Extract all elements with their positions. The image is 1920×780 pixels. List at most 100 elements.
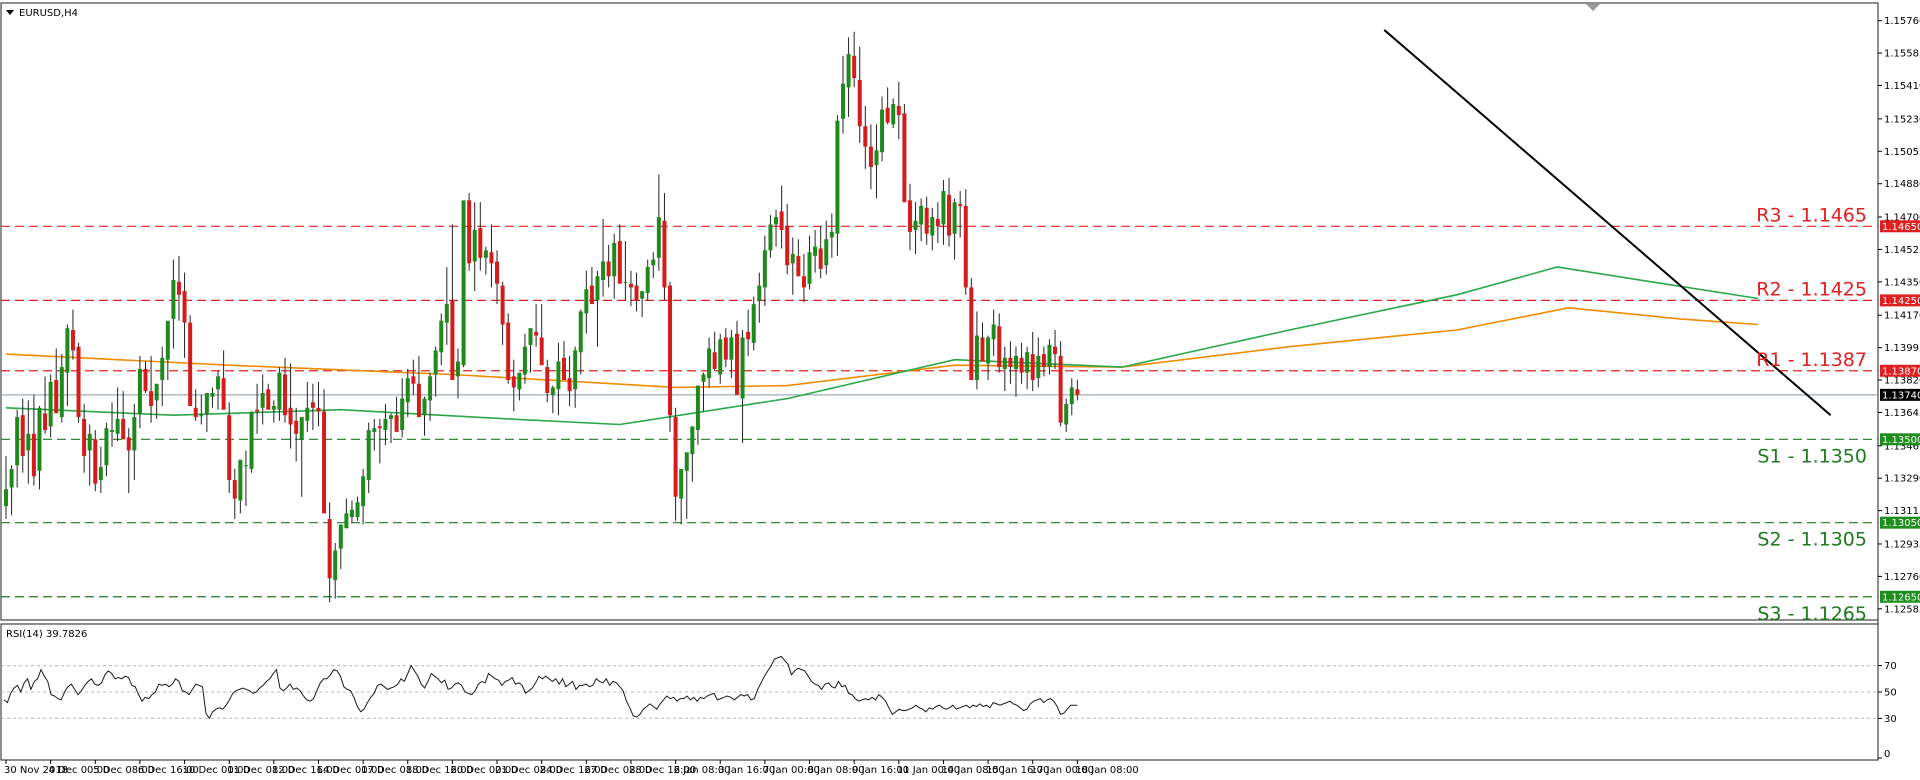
candle (534, 304, 539, 347)
candle (249, 411, 254, 473)
candle-body (1075, 389, 1080, 395)
candle (372, 418, 377, 451)
chart-menu-arrow-icon[interactable] (6, 10, 14, 15)
candle (768, 215, 773, 258)
candle-body (511, 376, 516, 388)
candle (171, 259, 176, 349)
price-tick-label: 1.12585 (1884, 604, 1920, 615)
price-tick-label: 1.13995 (1884, 343, 1920, 354)
candle-body (589, 285, 594, 305)
candle (377, 418, 382, 464)
candle-body (54, 380, 59, 414)
candle (606, 244, 611, 288)
candle (896, 81, 901, 140)
candle (835, 115, 840, 256)
candle (389, 413, 394, 444)
candle-body (1030, 354, 1035, 381)
candle (489, 224, 494, 288)
candle-body (216, 376, 221, 390)
candle (668, 281, 673, 432)
candle-body (701, 374, 706, 382)
candle (707, 337, 712, 388)
candle-body (567, 378, 572, 392)
candle-body (634, 285, 639, 301)
candle (1075, 380, 1080, 401)
time-tick-label: 30 Nov 2018 (4, 765, 68, 776)
price-tick-label: 1.12760 (1884, 572, 1920, 583)
candle (165, 320, 170, 381)
candle-body (824, 239, 829, 266)
candle (589, 267, 594, 305)
candle-body (344, 513, 349, 529)
candle-body (467, 200, 472, 264)
candle-body (969, 287, 974, 381)
candle-body (779, 211, 784, 230)
level-tag-s2: 1.13050 (1882, 518, 1920, 529)
candle-body (333, 550, 338, 581)
candle-body (98, 467, 103, 481)
candle (422, 396, 427, 436)
candle (467, 192, 472, 271)
candle (1064, 398, 1069, 432)
candle (785, 204, 790, 275)
candle-body (372, 428, 377, 432)
candle (132, 404, 137, 481)
candle-body (863, 126, 868, 147)
candle (428, 372, 433, 421)
candle (349, 500, 354, 523)
candle-body (149, 391, 154, 406)
price-axis: 1.15760 1.15585 1.15410 1.15230 1.15055 1.148… (1878, 16, 1920, 615)
time-tick-label: 14 Dec 00:00 (316, 765, 383, 776)
candle (528, 328, 533, 373)
level-tag-bg-r3 (1880, 220, 1920, 233)
price-tick-label: 1.14525 (1884, 245, 1920, 256)
candle-body (450, 300, 455, 381)
candle (288, 363, 293, 449)
candle-body (612, 242, 617, 277)
candle (935, 202, 940, 243)
candle (1041, 346, 1046, 377)
candle-body (65, 328, 70, 373)
candle-body (238, 459, 243, 501)
price-tick-label: 1.15410 (1884, 81, 1920, 92)
chart-shift-marker-icon[interactable] (1586, 4, 1600, 11)
time-tick-label: 18 Jan 08:00 (1075, 765, 1138, 776)
candle (227, 402, 232, 494)
candle (121, 391, 126, 440)
candle (880, 96, 885, 162)
candle-body (472, 229, 477, 262)
candle-body (444, 304, 449, 323)
candle (567, 355, 572, 406)
level-tag-bg-r1 (1880, 364, 1920, 377)
candle-body (1019, 357, 1024, 373)
candle-body (963, 205, 968, 288)
time-tick-label: 6 Dec 16:00 (138, 765, 199, 776)
candlesticks (4, 31, 1080, 603)
time-tick-label: 8 Jan 08:00 (808, 765, 865, 776)
candle (891, 98, 896, 129)
candle-body (550, 387, 555, 395)
candle-body (562, 357, 566, 381)
candle (941, 179, 946, 245)
candle (751, 296, 756, 351)
candle (818, 226, 823, 279)
candle (266, 383, 271, 410)
candle-body (483, 250, 488, 258)
candle (974, 311, 979, 390)
price-tick-label: 1.15585 (1884, 49, 1920, 60)
candle-body (556, 361, 561, 390)
candle-body (762, 250, 767, 288)
candle (774, 209, 779, 247)
time-tick-label: 15 Jan 16:00 (986, 765, 1049, 776)
candle (383, 404, 388, 445)
time-tick-label: 5 Dec 08:00 (93, 765, 154, 776)
downtrend-line[interactable] (1383, 29, 1832, 416)
candle-body (539, 337, 544, 366)
candle (1058, 341, 1063, 427)
candle-body (885, 107, 890, 123)
candle-body (48, 381, 53, 427)
candle (495, 250, 500, 305)
candle-body (327, 518, 332, 579)
candle-body (1036, 355, 1041, 379)
time-tick-label: 17 Dec 08:00 (361, 765, 428, 776)
